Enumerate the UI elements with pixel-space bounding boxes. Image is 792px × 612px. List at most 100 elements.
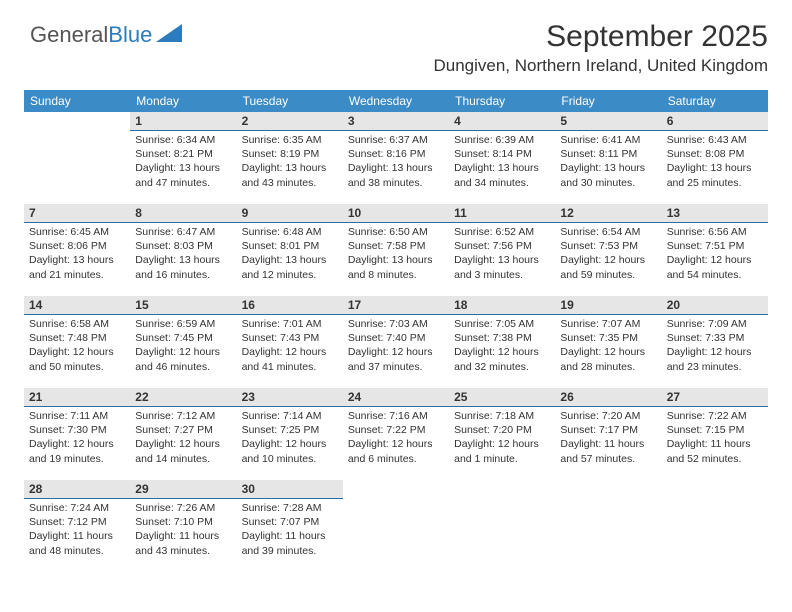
day-info: Sunrise: 7:26 AMSunset: 7:10 PMDaylight:…	[135, 499, 231, 558]
day-info: Sunrise: 7:22 AMSunset: 7:15 PMDaylight:…	[667, 407, 763, 466]
daylight-line: Daylight: 13 hours and 25 minutes.	[667, 161, 763, 189]
logo: GeneralBlue	[30, 22, 182, 48]
sunrise-line: Sunrise: 7:16 AM	[348, 409, 444, 423]
day-info: Sunrise: 6:35 AMSunset: 8:19 PMDaylight:…	[242, 131, 338, 190]
day-info: Sunrise: 6:48 AMSunset: 8:01 PMDaylight:…	[242, 223, 338, 282]
sunset-line: Sunset: 8:11 PM	[560, 147, 656, 161]
day-info: Sunrise: 7:20 AMSunset: 7:17 PMDaylight:…	[560, 407, 656, 466]
sunrise-line: Sunrise: 7:07 AM	[560, 317, 656, 331]
daylight-line: Daylight: 13 hours and 8 minutes.	[348, 253, 444, 281]
daylight-line: Daylight: 13 hours and 43 minutes.	[242, 161, 338, 189]
daylight-line: Daylight: 12 hours and 41 minutes.	[242, 345, 338, 373]
day-info: Sunrise: 6:59 AMSunset: 7:45 PMDaylight:…	[135, 315, 231, 374]
sunrise-line: Sunrise: 6:50 AM	[348, 225, 444, 239]
sunset-line: Sunset: 7:35 PM	[560, 331, 656, 345]
day-info: Sunrise: 7:03 AMSunset: 7:40 PMDaylight:…	[348, 315, 444, 374]
sunset-line: Sunset: 7:40 PM	[348, 331, 444, 345]
daylight-line: Daylight: 13 hours and 3 minutes.	[454, 253, 550, 281]
daylight-line: Daylight: 13 hours and 30 minutes.	[560, 161, 656, 189]
calendar-cell	[555, 480, 661, 572]
calendar-cell: 5Sunrise: 6:41 AMSunset: 8:11 PMDaylight…	[555, 112, 661, 204]
sunrise-line: Sunrise: 7:26 AM	[135, 501, 231, 515]
calendar-cell: 3Sunrise: 6:37 AMSunset: 8:16 PMDaylight…	[343, 112, 449, 204]
day-number: 5	[555, 112, 661, 131]
day-info: Sunrise: 7:09 AMSunset: 7:33 PMDaylight:…	[667, 315, 763, 374]
sunset-line: Sunset: 8:06 PM	[29, 239, 125, 253]
logo-word1: General	[30, 22, 108, 47]
calendar-cell: 4Sunrise: 6:39 AMSunset: 8:14 PMDaylight…	[449, 112, 555, 204]
calendar-cell: 6Sunrise: 6:43 AMSunset: 8:08 PMDaylight…	[662, 112, 768, 204]
sunset-line: Sunset: 7:22 PM	[348, 423, 444, 437]
sunset-line: Sunset: 8:16 PM	[348, 147, 444, 161]
sunset-line: Sunset: 8:03 PM	[135, 239, 231, 253]
logo-triangle-icon	[156, 24, 182, 47]
day-info: Sunrise: 7:16 AMSunset: 7:22 PMDaylight:…	[348, 407, 444, 466]
day-number: 10	[343, 204, 449, 223]
day-info: Sunrise: 6:45 AMSunset: 8:06 PMDaylight:…	[29, 223, 125, 282]
day-number: 9	[237, 204, 343, 223]
day-number: 30	[237, 480, 343, 499]
daylight-line: Daylight: 11 hours and 52 minutes.	[667, 437, 763, 465]
calendar-cell: 8Sunrise: 6:47 AMSunset: 8:03 PMDaylight…	[130, 204, 236, 296]
calendar-cell: 7Sunrise: 6:45 AMSunset: 8:06 PMDaylight…	[24, 204, 130, 296]
sunset-line: Sunset: 8:14 PM	[454, 147, 550, 161]
sunrise-line: Sunrise: 6:48 AM	[242, 225, 338, 239]
day-info: Sunrise: 6:37 AMSunset: 8:16 PMDaylight:…	[348, 131, 444, 190]
sunset-line: Sunset: 8:01 PM	[242, 239, 338, 253]
daylight-line: Daylight: 13 hours and 12 minutes.	[242, 253, 338, 281]
calendar-cell: 19Sunrise: 7:07 AMSunset: 7:35 PMDayligh…	[555, 296, 661, 388]
daylight-line: Daylight: 13 hours and 34 minutes.	[454, 161, 550, 189]
sunrise-line: Sunrise: 6:56 AM	[667, 225, 763, 239]
day-number: 15	[130, 296, 236, 315]
daylight-line: Daylight: 13 hours and 21 minutes.	[29, 253, 125, 281]
calendar-cell: 15Sunrise: 6:59 AMSunset: 7:45 PMDayligh…	[130, 296, 236, 388]
sunset-line: Sunset: 8:21 PM	[135, 147, 231, 161]
day-info: Sunrise: 6:58 AMSunset: 7:48 PMDaylight:…	[29, 315, 125, 374]
daylight-line: Daylight: 12 hours and 37 minutes.	[348, 345, 444, 373]
calendar-cell: 9Sunrise: 6:48 AMSunset: 8:01 PMDaylight…	[237, 204, 343, 296]
day-number: 16	[237, 296, 343, 315]
day-number: 26	[555, 388, 661, 407]
day-info: Sunrise: 6:39 AMSunset: 8:14 PMDaylight:…	[454, 131, 550, 190]
calendar-cell: 24Sunrise: 7:16 AMSunset: 7:22 PMDayligh…	[343, 388, 449, 480]
calendar-cell: 1Sunrise: 6:34 AMSunset: 8:21 PMDaylight…	[130, 112, 236, 204]
sunset-line: Sunset: 7:53 PM	[560, 239, 656, 253]
sunset-line: Sunset: 7:27 PM	[135, 423, 231, 437]
day-number: 13	[662, 204, 768, 223]
day-number: 8	[130, 204, 236, 223]
sunset-line: Sunset: 7:51 PM	[667, 239, 763, 253]
calendar-body: 1Sunrise: 6:34 AMSunset: 8:21 PMDaylight…	[24, 112, 768, 572]
sunrise-line: Sunrise: 7:12 AM	[135, 409, 231, 423]
calendar-cell: 21Sunrise: 7:11 AMSunset: 7:30 PMDayligh…	[24, 388, 130, 480]
calendar-cell: 14Sunrise: 6:58 AMSunset: 7:48 PMDayligh…	[24, 296, 130, 388]
weekday-header: Wednesday	[343, 90, 449, 112]
calendar-cell: 22Sunrise: 7:12 AMSunset: 7:27 PMDayligh…	[130, 388, 236, 480]
daylight-line: Daylight: 11 hours and 39 minutes.	[242, 529, 338, 557]
day-info: Sunrise: 6:43 AMSunset: 8:08 PMDaylight:…	[667, 131, 763, 190]
day-info: Sunrise: 7:28 AMSunset: 7:07 PMDaylight:…	[242, 499, 338, 558]
daylight-line: Daylight: 12 hours and 50 minutes.	[29, 345, 125, 373]
day-info: Sunrise: 6:34 AMSunset: 8:21 PMDaylight:…	[135, 131, 231, 190]
daylight-line: Daylight: 13 hours and 16 minutes.	[135, 253, 231, 281]
day-info: Sunrise: 6:50 AMSunset: 7:58 PMDaylight:…	[348, 223, 444, 282]
day-info: Sunrise: 6:47 AMSunset: 8:03 PMDaylight:…	[135, 223, 231, 282]
sunset-line: Sunset: 8:08 PM	[667, 147, 763, 161]
sunset-line: Sunset: 7:43 PM	[242, 331, 338, 345]
sunrise-line: Sunrise: 6:59 AM	[135, 317, 231, 331]
sunrise-line: Sunrise: 7:22 AM	[667, 409, 763, 423]
sunrise-line: Sunrise: 6:54 AM	[560, 225, 656, 239]
calendar-cell: 27Sunrise: 7:22 AMSunset: 7:15 PMDayligh…	[662, 388, 768, 480]
sunset-line: Sunset: 8:19 PM	[242, 147, 338, 161]
day-info: Sunrise: 7:01 AMSunset: 7:43 PMDaylight:…	[242, 315, 338, 374]
sunrise-line: Sunrise: 6:45 AM	[29, 225, 125, 239]
calendar-cell: 16Sunrise: 7:01 AMSunset: 7:43 PMDayligh…	[237, 296, 343, 388]
sunset-line: Sunset: 7:07 PM	[242, 515, 338, 529]
sunset-line: Sunset: 7:38 PM	[454, 331, 550, 345]
calendar-week-row: 1Sunrise: 6:34 AMSunset: 8:21 PMDaylight…	[24, 112, 768, 204]
daylight-line: Daylight: 12 hours and 23 minutes.	[667, 345, 763, 373]
calendar-cell	[343, 480, 449, 572]
sunrise-line: Sunrise: 6:35 AM	[242, 133, 338, 147]
day-info: Sunrise: 6:41 AMSunset: 8:11 PMDaylight:…	[560, 131, 656, 190]
calendar-cell: 17Sunrise: 7:03 AMSunset: 7:40 PMDayligh…	[343, 296, 449, 388]
weekday-header: Saturday	[662, 90, 768, 112]
